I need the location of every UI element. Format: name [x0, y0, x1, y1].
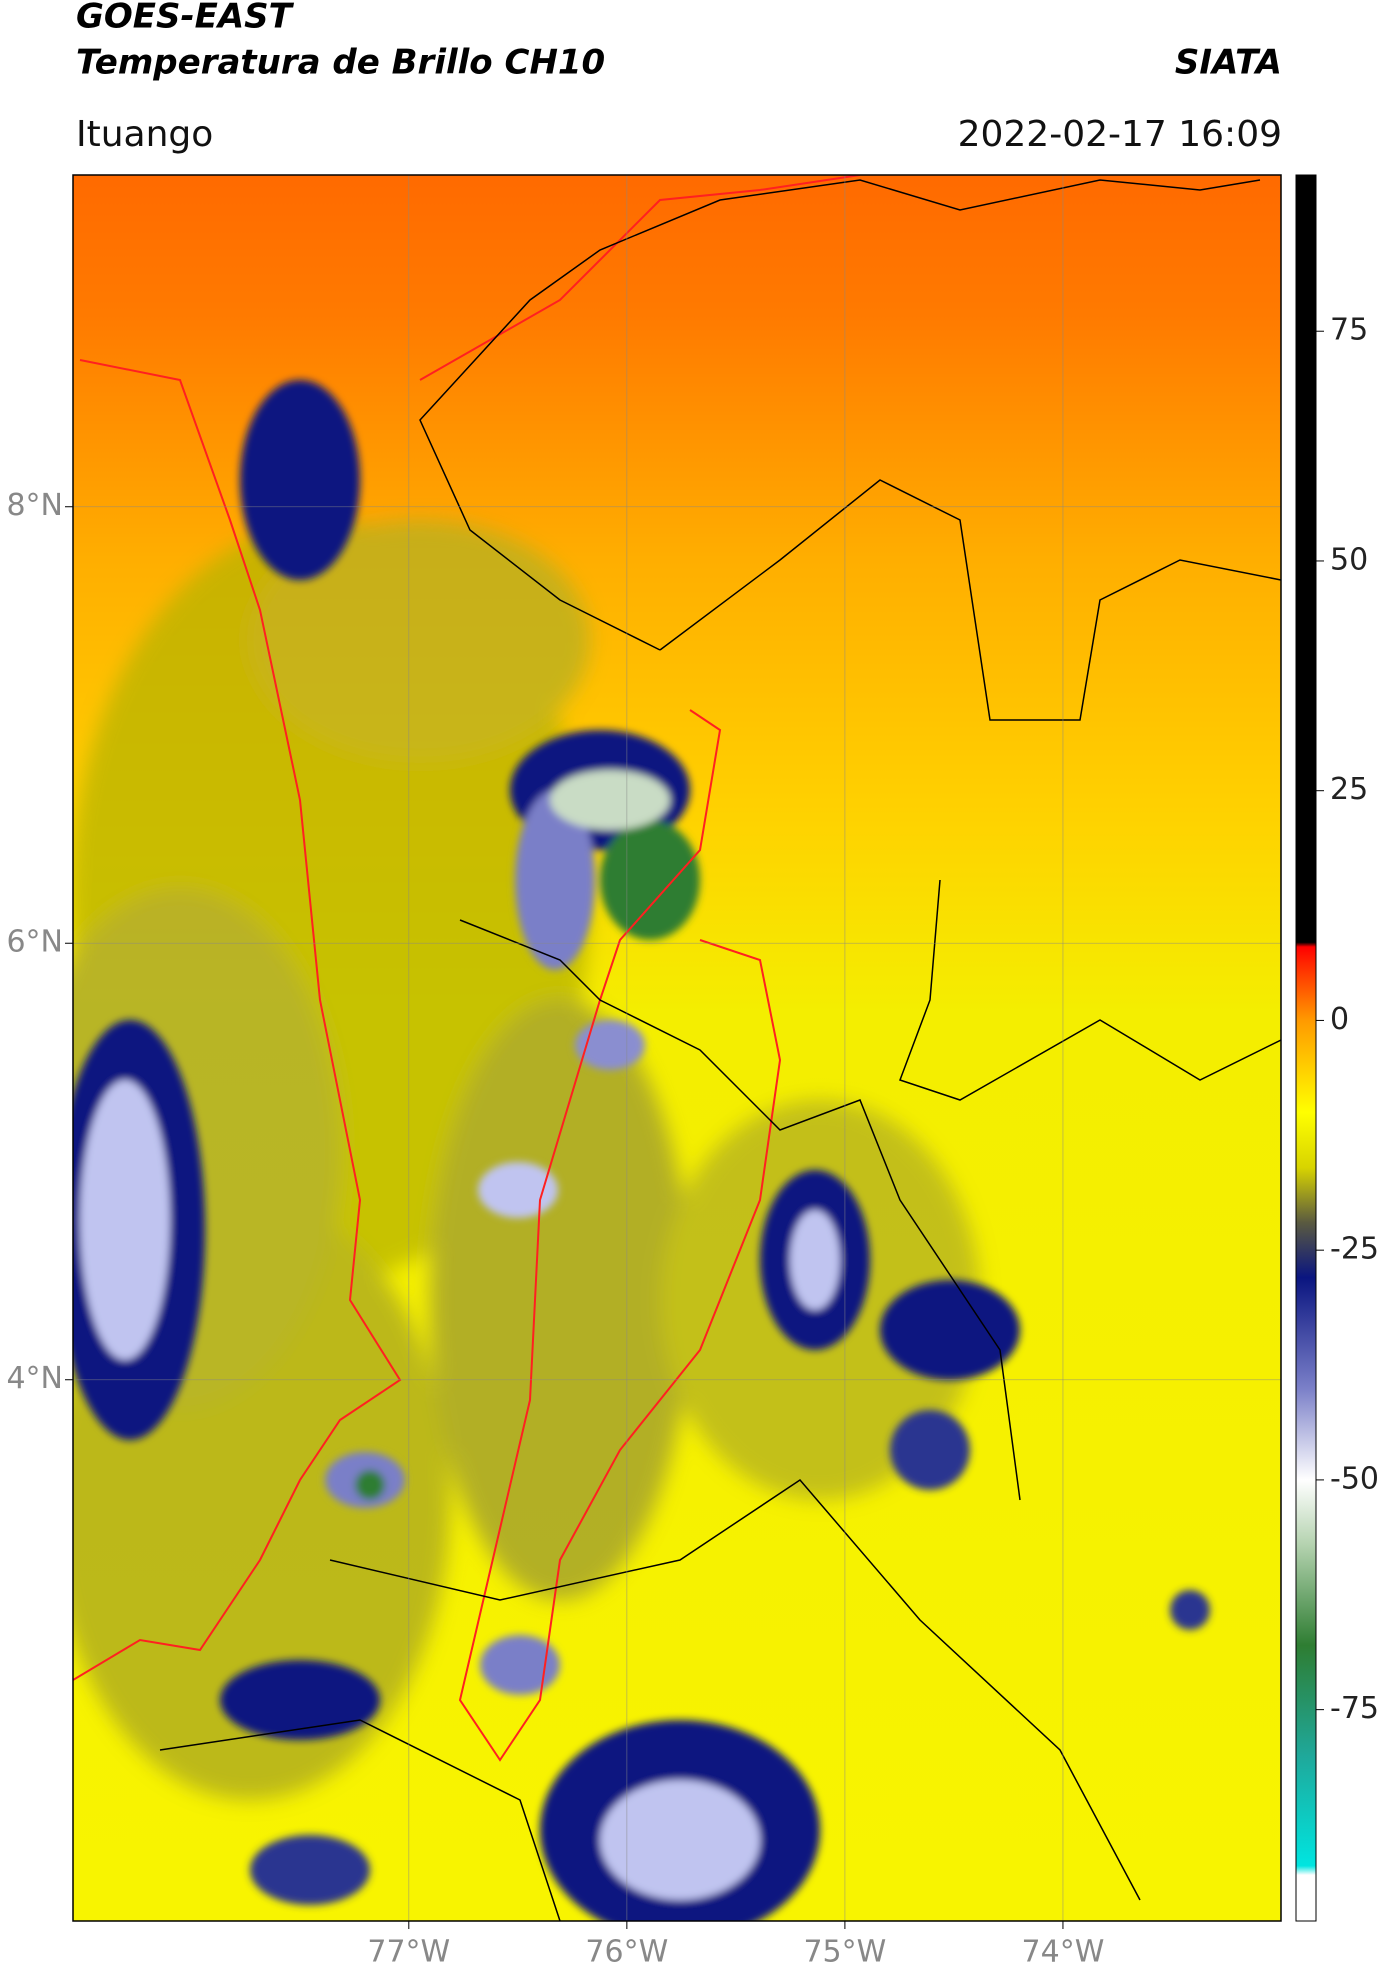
colorbar-tick-label: 50 [1330, 542, 1368, 577]
x-tick-label: 76°W [585, 1935, 668, 1970]
title: GOES-EAST [76, 0, 295, 37]
location: Ituango [76, 114, 213, 155]
datetime: 2022-02-17 16:09 [958, 114, 1282, 155]
map-frame [72, 174, 1282, 1922]
colorbar-tick-label: 0 [1330, 1002, 1349, 1037]
grid [73, 175, 1281, 1921]
colorbar-tick-label: -50 [1330, 1461, 1379, 1496]
x-tick-label: 74°W [1022, 1935, 1105, 1970]
colorbar-tick-label: -25 [1330, 1232, 1379, 1267]
x-tick-label: 75°W [803, 1935, 886, 1970]
colorbar-tick-label: 75 [1330, 313, 1368, 348]
brand: SIATA [1175, 43, 1282, 83]
map-image [73, 175, 1281, 1921]
y-tick-label: 8°N [6, 488, 63, 523]
subtitle: Temperatura de Brillo CH10 [76, 43, 605, 83]
colorbar-tick-label: 25 [1330, 772, 1368, 807]
colorbar [1295, 174, 1317, 1922]
colorbar-tick-label: -75 [1330, 1691, 1379, 1726]
x-tick-label: 77°W [367, 1935, 450, 1970]
y-tick-label: 4°N [6, 1361, 63, 1396]
y-tick-label: 6°N [6, 925, 63, 960]
